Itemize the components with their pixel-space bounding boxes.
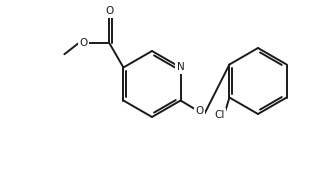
Text: O: O xyxy=(79,38,88,48)
Text: O: O xyxy=(105,6,113,16)
Text: N: N xyxy=(177,62,184,73)
Text: Cl: Cl xyxy=(214,110,225,120)
Text: O: O xyxy=(196,107,204,116)
